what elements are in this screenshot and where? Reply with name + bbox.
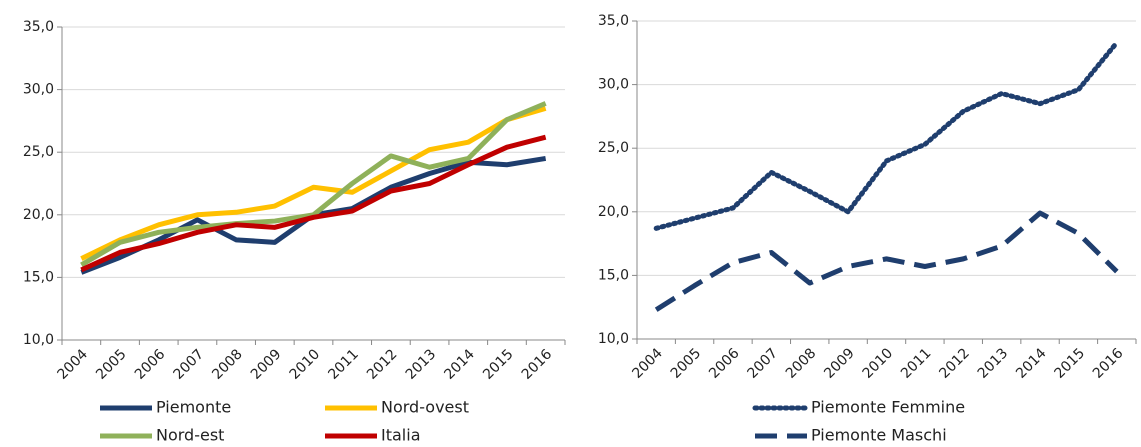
y-tick-label: 35,0 xyxy=(23,19,54,35)
x-tick-label: 2008 xyxy=(783,345,820,382)
y-tick-label: 30,0 xyxy=(598,77,629,93)
legend-label: Piemonte Maschi xyxy=(811,426,947,445)
y-tick-label: 25,0 xyxy=(598,140,629,156)
y-tick-label: 35,0 xyxy=(598,13,629,29)
x-tick-label: 2010 xyxy=(287,346,324,383)
x-tick-label: 2011 xyxy=(898,345,935,382)
y-tick-label: 20,0 xyxy=(23,207,54,223)
x-tick-label: 2009 xyxy=(248,346,285,383)
series-line xyxy=(654,210,1119,312)
legend-label: Nord-ovest xyxy=(381,398,469,417)
x-tick-label: 2012 xyxy=(364,346,401,383)
x-tick-label: 2007 xyxy=(171,346,208,383)
x-tick-label: 2008 xyxy=(209,346,246,383)
x-tick-label: 2004 xyxy=(54,346,91,383)
x-tick-label: 2005 xyxy=(668,345,705,382)
legend-label: Piemonte xyxy=(156,398,231,417)
series-line xyxy=(653,40,1120,231)
series-line xyxy=(80,134,547,273)
x-tick-label: 2010 xyxy=(860,345,897,382)
y-tick-label: 30,0 xyxy=(23,82,54,98)
x-tick-label: 2006 xyxy=(132,346,169,383)
x-tick-label: 2012 xyxy=(936,345,973,382)
y-tick-label: 10,0 xyxy=(598,331,629,347)
x-tick-label: 2013 xyxy=(403,346,440,383)
x-tick-label: 2004 xyxy=(629,345,666,382)
y-tick-label: 25,0 xyxy=(23,144,54,160)
x-tick-label: 2005 xyxy=(93,346,130,383)
legend-label: Nord-est xyxy=(156,426,224,445)
legend-label: Piemonte Femmine xyxy=(811,398,965,417)
x-tick-label: 2015 xyxy=(1052,345,1089,382)
x-tick-label: 2009 xyxy=(821,345,858,382)
x-tick-label: 2016 xyxy=(519,346,556,383)
x-tick-label: 2014 xyxy=(441,346,478,383)
x-tick-label: 2007 xyxy=(744,345,781,382)
x-tick-label: 2006 xyxy=(706,345,743,382)
y-tick-label: 20,0 xyxy=(598,204,629,220)
x-tick-label: 2013 xyxy=(975,345,1012,382)
series-line xyxy=(80,105,547,261)
x-tick-label: 2014 xyxy=(1013,345,1050,382)
x-tick-label: 2016 xyxy=(1090,345,1127,382)
y-tick-label: 15,0 xyxy=(598,267,629,283)
y-tick-label: 10,0 xyxy=(23,332,54,348)
legend-label: Italia xyxy=(381,426,421,445)
x-tick-label: 2011 xyxy=(325,346,362,383)
y-tick-label: 15,0 xyxy=(23,269,54,285)
x-tick-label: 2015 xyxy=(480,346,517,383)
